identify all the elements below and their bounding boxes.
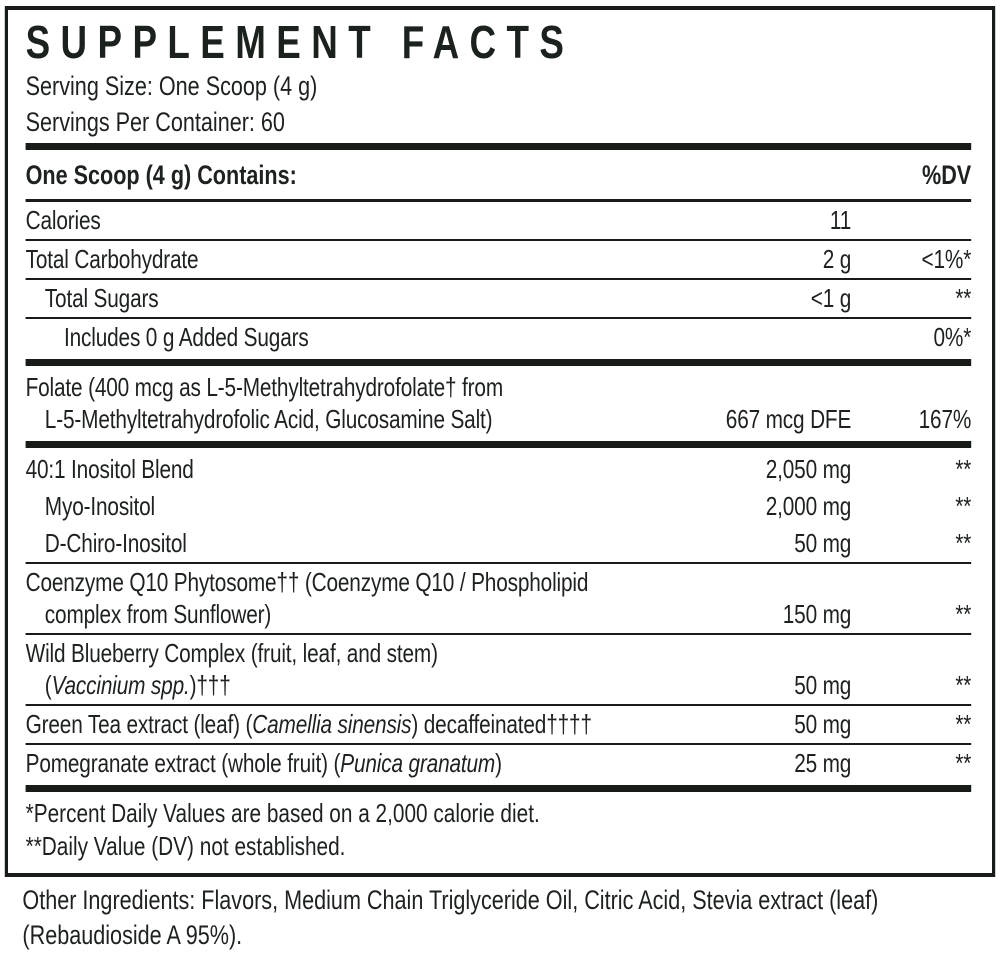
divider bbox=[25, 785, 972, 792]
ingredient-name: Myo-Inositol bbox=[26, 490, 676, 522]
divider bbox=[25, 199, 972, 202]
contains-header: One Scoop (4 g) Contains: bbox=[25, 160, 297, 190]
fact-row: Includes 0 g Added Sugars 0%* bbox=[26, 319, 972, 356]
label-text: )††† bbox=[189, 670, 231, 700]
divider bbox=[25, 278, 972, 280]
divider bbox=[25, 143, 972, 150]
label-text: Calories bbox=[25, 205, 101, 235]
serving-size: Serving Size: One Scoop (4 g) bbox=[25, 71, 318, 101]
dv-value: 167% bbox=[918, 404, 972, 434]
dv-value: ** bbox=[955, 528, 972, 558]
amount-value: 150 mg bbox=[782, 599, 852, 629]
label-text: Coenzyme Q10 Phytosome†† (Coenzyme Q10 /… bbox=[25, 567, 589, 597]
amount-value: 50 mg bbox=[794, 670, 852, 700]
fact-row: Total Sugars <1 g ** bbox=[26, 280, 972, 317]
facts-rows: Calories 11 Total Carbohydrate 2 g <1%* Total… bbox=[25, 202, 972, 792]
label-text: D-Chiro-Inositol bbox=[44, 528, 187, 558]
ingredient-name: Pomegranate extract (whole fruit) (Punic… bbox=[26, 747, 676, 779]
ingredient-name: Wild Blueberry Complex (fruit, leaf, and… bbox=[26, 637, 676, 701]
dv-value: ** bbox=[955, 491, 972, 521]
supplement-facts-panel: SUPPLEMENT FACTS Serving Size: One Scoop… bbox=[4, 6, 996, 877]
ingredient-name: 40:1 Inositol Blend bbox=[26, 453, 676, 485]
divider bbox=[25, 441, 972, 448]
ingredient-name: D-Chiro-Inositol bbox=[26, 527, 676, 559]
dv-value: ** bbox=[955, 748, 972, 778]
amount-value: 11 bbox=[829, 205, 852, 235]
divider bbox=[25, 704, 972, 706]
fact-row: Myo-Inositol 2,000 mg ** bbox=[26, 488, 972, 525]
ingredient-name: Green Tea extract (leaf) (Camellia sinen… bbox=[26, 708, 676, 740]
label-text: ) bbox=[495, 748, 502, 778]
dv-value: ** bbox=[955, 454, 972, 484]
ingredient-name: Calories bbox=[26, 204, 676, 236]
divider bbox=[25, 562, 972, 564]
dv-value: ** bbox=[955, 599, 972, 629]
label-text: ) decaffeinated†††† bbox=[411, 709, 592, 739]
ingredient-name: Coenzyme Q10 Phytosome†† (Coenzyme Q10 /… bbox=[26, 566, 676, 630]
divider bbox=[25, 633, 972, 635]
other-ingredients: Other Ingredients: Flavors, Medium Chain… bbox=[22, 885, 879, 950]
fact-row: Green Tea extract (leaf) (Camellia sinen… bbox=[26, 706, 972, 743]
dv-value: ** bbox=[955, 709, 972, 739]
fact-row: Wild Blueberry Complex (fruit, leaf, and… bbox=[26, 635, 972, 704]
amount-value: 25 mg bbox=[794, 748, 852, 778]
dv-value: ** bbox=[955, 670, 972, 700]
dv-header: %DV bbox=[921, 160, 972, 190]
ingredient-name: Total Sugars bbox=[26, 282, 676, 314]
label-text: 40:1 Inositol Blend bbox=[25, 454, 194, 484]
label-text: Total Carbohydrate bbox=[25, 244, 199, 274]
footnote: **Daily Value (DV) not established. bbox=[25, 831, 346, 861]
amount-value: 2 g bbox=[822, 244, 852, 274]
amount-value: 50 mg bbox=[794, 528, 852, 558]
column-header-row: One Scoop (4 g) Contains: %DV bbox=[26, 153, 972, 199]
label-text: ( bbox=[44, 670, 52, 700]
fact-row: 40:1 Inositol Blend 2,050 mg ** bbox=[26, 451, 972, 488]
fact-row: Pomegranate extract (whole fruit) (Punic… bbox=[26, 745, 972, 782]
dv-value: 0%* bbox=[933, 322, 972, 352]
amount-value: 2,000 mg bbox=[765, 491, 852, 521]
dv-value: <1%* bbox=[921, 244, 972, 274]
divider bbox=[25, 317, 972, 319]
footnotes: *Percent Daily Values are based on a 2,0… bbox=[26, 797, 972, 863]
botanical-name: Camellia sinensis bbox=[252, 709, 412, 739]
label-text: L-5-Methyltetrahydrofolic Acid, Glucosam… bbox=[44, 404, 493, 434]
panel-title: SUPPLEMENT FACTS bbox=[25, 16, 575, 68]
label-scaler: SUPPLEMENT FACTS Serving Size: One Scoop… bbox=[0, 6, 1000, 953]
amount-value: 2,050 mg bbox=[765, 454, 852, 484]
fact-row: Coenzyme Q10 Phytosome†† (Coenzyme Q10 /… bbox=[26, 564, 972, 633]
divider bbox=[25, 743, 972, 745]
label-text: Total Sugars bbox=[44, 283, 159, 313]
amount-value: 50 mg bbox=[794, 709, 852, 739]
footnote: *Percent Daily Values are based on a 2,0… bbox=[25, 798, 540, 828]
label-text: Pomegranate extract (whole fruit) ( bbox=[25, 748, 341, 778]
label-text: Green Tea extract (leaf) ( bbox=[25, 709, 253, 739]
divider bbox=[25, 239, 972, 241]
fact-row: Folate (400 mcg as L-5-Methyltetrahydrof… bbox=[26, 369, 972, 438]
ingredient-name: Includes 0 g Added Sugars bbox=[26, 321, 676, 353]
botanical-name: Vaccinium spp. bbox=[51, 670, 190, 700]
divider bbox=[25, 359, 972, 366]
label-text: complex from Sunflower) bbox=[44, 599, 272, 629]
label-text: Myo-Inositol bbox=[44, 491, 156, 521]
botanical-name: Punica granatum bbox=[340, 748, 496, 778]
fact-row: Calories 11 bbox=[26, 202, 972, 239]
servings-per-container: Servings Per Container: 60 bbox=[25, 107, 285, 137]
amount-value: 667 mcg DFE bbox=[725, 404, 852, 434]
label-text: Includes 0 g Added Sugars bbox=[64, 322, 309, 352]
ingredient-name: Total Carbohydrate bbox=[26, 243, 676, 275]
amount-value: <1 g bbox=[810, 283, 852, 313]
dv-value: ** bbox=[955, 283, 972, 313]
fact-row: Total Carbohydrate 2 g <1%* bbox=[26, 241, 972, 278]
label-text: Wild Blueberry Complex (fruit, leaf, and… bbox=[25, 638, 438, 668]
ingredient-name: Folate (400 mcg as L-5-Methyltetrahydrof… bbox=[26, 371, 676, 435]
label-text: Folate (400 mcg as L-5-Methyltetrahydrof… bbox=[25, 372, 504, 402]
fact-row: D-Chiro-Inositol 50 mg ** bbox=[26, 525, 972, 562]
